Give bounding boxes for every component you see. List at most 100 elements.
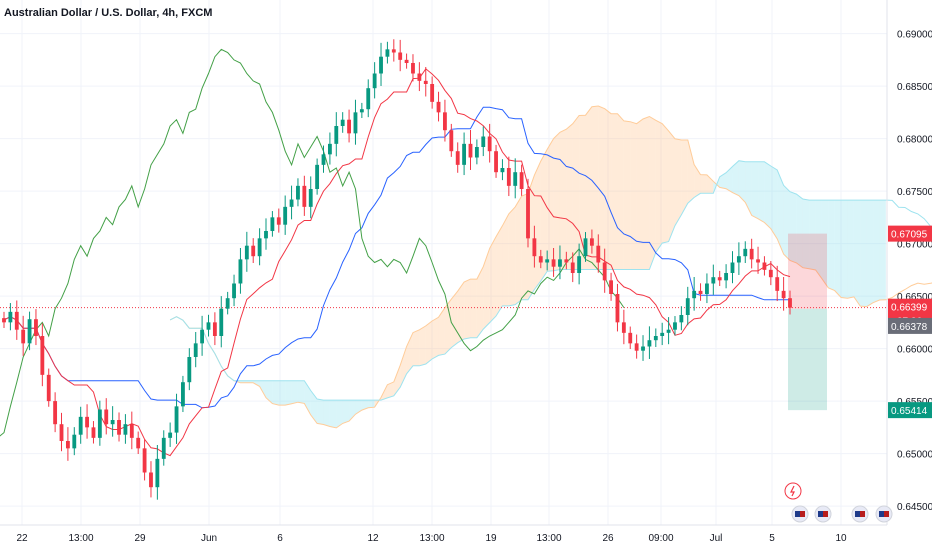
- cloud-fill: [777, 170, 784, 255]
- candle-body: [53, 401, 58, 425]
- candle-body: [634, 343, 639, 351]
- candle-body: [589, 238, 594, 246]
- cloud-fill: [419, 325, 426, 366]
- y-tick-label: 0.65000: [897, 450, 932, 461]
- us-flag-icon: [814, 505, 832, 523]
- price-badge: [888, 317, 932, 334]
- cloud-fill: [770, 166, 778, 239]
- candle-body: [340, 119, 345, 126]
- cloud-fill: [783, 185, 790, 261]
- cloud-fill: [719, 172, 727, 189]
- cloud-fill: [329, 400, 337, 428]
- candle-body: [532, 238, 537, 257]
- cloud-fill: [483, 248, 490, 330]
- candle-body: [104, 409, 109, 425]
- cloud-fill: [598, 105, 605, 270]
- flag-stripe: [860, 511, 865, 517]
- cloud-fill: [655, 120, 663, 253]
- candle-body: [270, 217, 275, 231]
- cloud-fill: [841, 200, 848, 299]
- candle-body: [653, 336, 658, 341]
- cloud-fill: [317, 398, 324, 425]
- y-tick-label: 0.68000: [897, 135, 932, 146]
- candle-body: [768, 269, 773, 278]
- candle-body: [244, 245, 249, 260]
- candle-body: [91, 427, 96, 438]
- cloud-fill: [809, 200, 816, 271]
- grid: [0, 0, 887, 525]
- cloud-fill: [706, 174, 714, 194]
- x-tick-label: 12: [367, 533, 379, 544]
- cloud-fill: [559, 129, 567, 270]
- time-axis: 22 13:00 29 Jun 6 12 13:00 19 13:00 26 09:00 Jul 5 10: [0, 524, 887, 544]
- candle-body: [225, 298, 230, 309]
- stop-loss-zone: [788, 233, 827, 309]
- x-tick-label: 19: [485, 533, 497, 544]
- candle-body: [538, 256, 543, 263]
- cloud-fill: [547, 138, 554, 272]
- candle-body: [155, 458, 160, 488]
- cloud-fill: [860, 200, 867, 307]
- tenkan-sen-line: [3, 68, 791, 457]
- cloud-fill: [700, 174, 707, 194]
- cloud-fill: [643, 116, 650, 270]
- candle-body: [40, 336, 45, 375]
- candle-body: [27, 319, 32, 344]
- candle-body: [743, 248, 748, 257]
- lightning-bolt: [790, 485, 795, 497]
- candle-body: [200, 329, 205, 344]
- candle-body: [372, 73, 377, 89]
- candle-body: [730, 262, 735, 273]
- candle-body: [385, 49, 390, 57]
- candle-body: [212, 322, 217, 336]
- cloud-fill: [285, 380, 292, 406]
- cloud-fill: [623, 120, 631, 270]
- kijun-sen-line: [3, 106, 790, 409]
- candle-body: [513, 172, 518, 186]
- cloud-fill: [834, 200, 842, 298]
- candle-body: [551, 259, 556, 267]
- cloud-fill: [272, 380, 279, 406]
- cloud-fill: [611, 113, 618, 270]
- candle-body: [129, 424, 134, 438]
- flag-stripe: [823, 511, 828, 517]
- candle-body: [615, 294, 620, 323]
- senkou-span-a: [169, 105, 932, 429]
- cloud-fill: [828, 200, 835, 291]
- lightning-icon: [784, 482, 802, 500]
- flag-stripe: [884, 511, 889, 517]
- x-tick-label: 10: [835, 533, 847, 544]
- candle-body: [117, 420, 121, 435]
- candle-body: [788, 298, 792, 308]
- candle-body: [411, 63, 415, 74]
- candle-body: [749, 248, 754, 260]
- candle-body: [321, 154, 326, 165]
- au-us-flag-icon: [875, 505, 893, 523]
- x-tick-label: 13:00: [419, 533, 444, 544]
- candle-body: [545, 259, 550, 263]
- candle-body: [8, 311, 13, 323]
- cloud-fill: [726, 166, 733, 193]
- short-position-tool: [0, 233, 887, 411]
- y-tick-label: 0.64500: [897, 502, 932, 513]
- candle-body: [65, 441, 70, 449]
- candle-body: [97, 409, 102, 438]
- cloud-fill: [310, 390, 318, 424]
- candle-body: [660, 332, 665, 336]
- cloud-fill: [566, 123, 573, 270]
- indicator-lines: [0, 48, 791, 457]
- candle-body: [46, 374, 51, 402]
- cloud-fill: [572, 115, 580, 270]
- candle-body: [724, 273, 729, 281]
- cloud-fill: [674, 138, 682, 226]
- candle-body: [123, 424, 128, 435]
- cloud-fill: [451, 291, 458, 348]
- cloud-fill: [470, 279, 477, 338]
- cloud-fill: [802, 198, 810, 269]
- cloud-fill: [662, 123, 669, 244]
- candle-body: [468, 143, 473, 158]
- cloud-fill: [732, 160, 739, 196]
- cloud-fill: [297, 380, 305, 404]
